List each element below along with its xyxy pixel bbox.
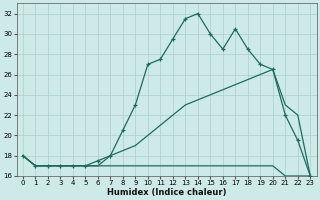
X-axis label: Humidex (Indice chaleur): Humidex (Indice chaleur) xyxy=(107,188,226,197)
